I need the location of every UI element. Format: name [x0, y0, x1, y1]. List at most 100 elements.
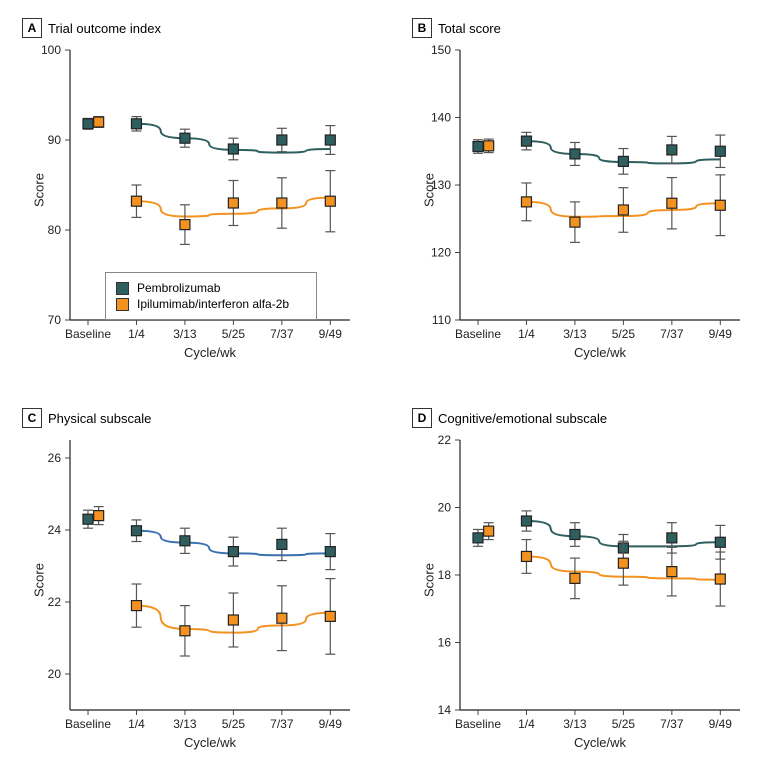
x-tick-label: Baseline [455, 327, 501, 341]
y-tick-label: 16 [438, 636, 452, 650]
data-marker [325, 135, 335, 145]
x-tick-label: 7/37 [270, 327, 294, 341]
y-tick-label: 150 [431, 43, 451, 57]
x-tick-label: 5/25 [612, 717, 636, 731]
x-tick-label: Baseline [455, 717, 501, 731]
panel-letter: D [412, 408, 432, 428]
data-marker [277, 613, 287, 623]
x-tick-label: 7/37 [270, 717, 294, 731]
data-marker [521, 551, 531, 561]
x-tick-label: 5/25 [612, 327, 636, 341]
data-marker [521, 516, 531, 526]
x-axis-label: Cycle/wk [574, 735, 626, 750]
y-tick-label: 90 [48, 133, 62, 147]
y-axis-label: Score [31, 173, 46, 207]
data-marker [521, 136, 531, 146]
y-tick-label: 110 [432, 313, 451, 327]
y-tick-label: 26 [48, 451, 62, 465]
x-tick-label: 1/4 [518, 717, 535, 731]
data-marker [715, 574, 725, 584]
data-marker [83, 514, 93, 524]
y-tick-label: 130 [431, 178, 451, 192]
y-tick-label: 20 [48, 667, 62, 681]
data-marker [131, 196, 141, 206]
x-tick-label: 9/49 [319, 717, 343, 731]
x-axis-label: Cycle/wk [184, 735, 236, 750]
data-marker [131, 119, 141, 129]
x-tick-label: 1/4 [518, 327, 535, 341]
data-marker [180, 536, 190, 546]
x-tick-label: 7/37 [660, 327, 684, 341]
x-tick-label: 1/4 [128, 327, 145, 341]
x-axis-label: Cycle/wk [574, 345, 626, 360]
y-tick-label: 22 [438, 433, 452, 447]
data-marker [325, 196, 335, 206]
data-marker [180, 133, 190, 143]
data-marker [667, 533, 677, 543]
data-marker [180, 626, 190, 636]
panel-header: C Physical subscale [22, 408, 151, 428]
x-tick-label: Baseline [65, 717, 111, 731]
y-axis-label: Score [421, 563, 436, 597]
y-tick-label: 20 [438, 501, 452, 515]
figure-root: ATrial outcome indexScoreCycle/wk7080901… [0, 0, 780, 782]
y-tick-label: 18 [438, 568, 452, 582]
x-tick-label: 5/25 [222, 717, 246, 731]
data-marker [570, 573, 580, 583]
plot-area: 20222426Baseline1/43/135/257/379/49 [70, 440, 350, 710]
panel-title: Cognitive/emotional subscale [438, 411, 607, 426]
panel-letter: A [22, 18, 42, 38]
y-tick-label: 14 [438, 703, 452, 717]
panel-title: Physical subscale [48, 411, 151, 426]
legend-swatch [116, 282, 129, 295]
x-tick-label: Baseline [65, 327, 111, 341]
data-marker [667, 567, 677, 577]
panel-A: ATrial outcome indexScoreCycle/wk7080901… [10, 10, 370, 370]
data-marker [715, 537, 725, 547]
data-marker [94, 117, 104, 127]
x-tick-label: 3/13 [563, 327, 587, 341]
data-marker [570, 530, 580, 540]
data-marker [667, 145, 677, 155]
x-tick-label: 5/25 [222, 327, 246, 341]
panel-header: A Trial outcome index [22, 18, 161, 38]
data-marker [325, 611, 335, 621]
panel-letter: B [412, 18, 432, 38]
legend-label: Pembrolizumab [137, 281, 220, 295]
data-marker [228, 615, 238, 625]
panel-C: CPhysical subscaleScoreCycle/wk20222426B… [10, 400, 370, 760]
y-tick-label: 22 [48, 595, 62, 609]
data-marker [131, 601, 141, 611]
data-marker [618, 558, 628, 568]
legend-item: Ipilumimab/interferon alfa-2b [116, 297, 306, 311]
y-tick-label: 80 [48, 223, 62, 237]
data-marker [570, 149, 580, 159]
panel-letter: C [22, 408, 42, 428]
legend-swatch [116, 298, 129, 311]
data-marker [228, 198, 238, 208]
data-marker [131, 526, 141, 536]
legend-item: Pembrolizumab [116, 281, 306, 295]
panel-title: Trial outcome index [48, 21, 161, 36]
panel-title: Total score [438, 21, 501, 36]
data-marker [180, 220, 190, 230]
y-tick-label: 120 [431, 246, 451, 260]
y-tick-label: 140 [431, 111, 451, 125]
x-tick-label: 9/49 [319, 327, 343, 341]
y-tick-label: 100 [41, 43, 61, 57]
data-marker [521, 197, 531, 207]
panel-D: D Cognitive/emotional subscale Score Cycle/… [400, 400, 760, 760]
x-tick-label: 3/13 [173, 327, 197, 341]
x-tick-label: 7/37 [660, 717, 684, 731]
panel-header: D Cognitive/emotional subscale [412, 408, 607, 428]
data-marker [277, 135, 287, 145]
data-marker [484, 526, 494, 536]
data-marker [228, 144, 238, 154]
data-marker [277, 539, 287, 549]
legend: Pembrolizumab Ipilumimab/interferon alfa-… [105, 272, 317, 320]
x-tick-label: 3/13 [563, 717, 587, 731]
plot-area: 1416182022Baseline1/43/135/257/379/49 [460, 440, 740, 710]
data-marker [715, 146, 725, 156]
data-marker [484, 141, 494, 151]
data-marker [618, 156, 628, 166]
